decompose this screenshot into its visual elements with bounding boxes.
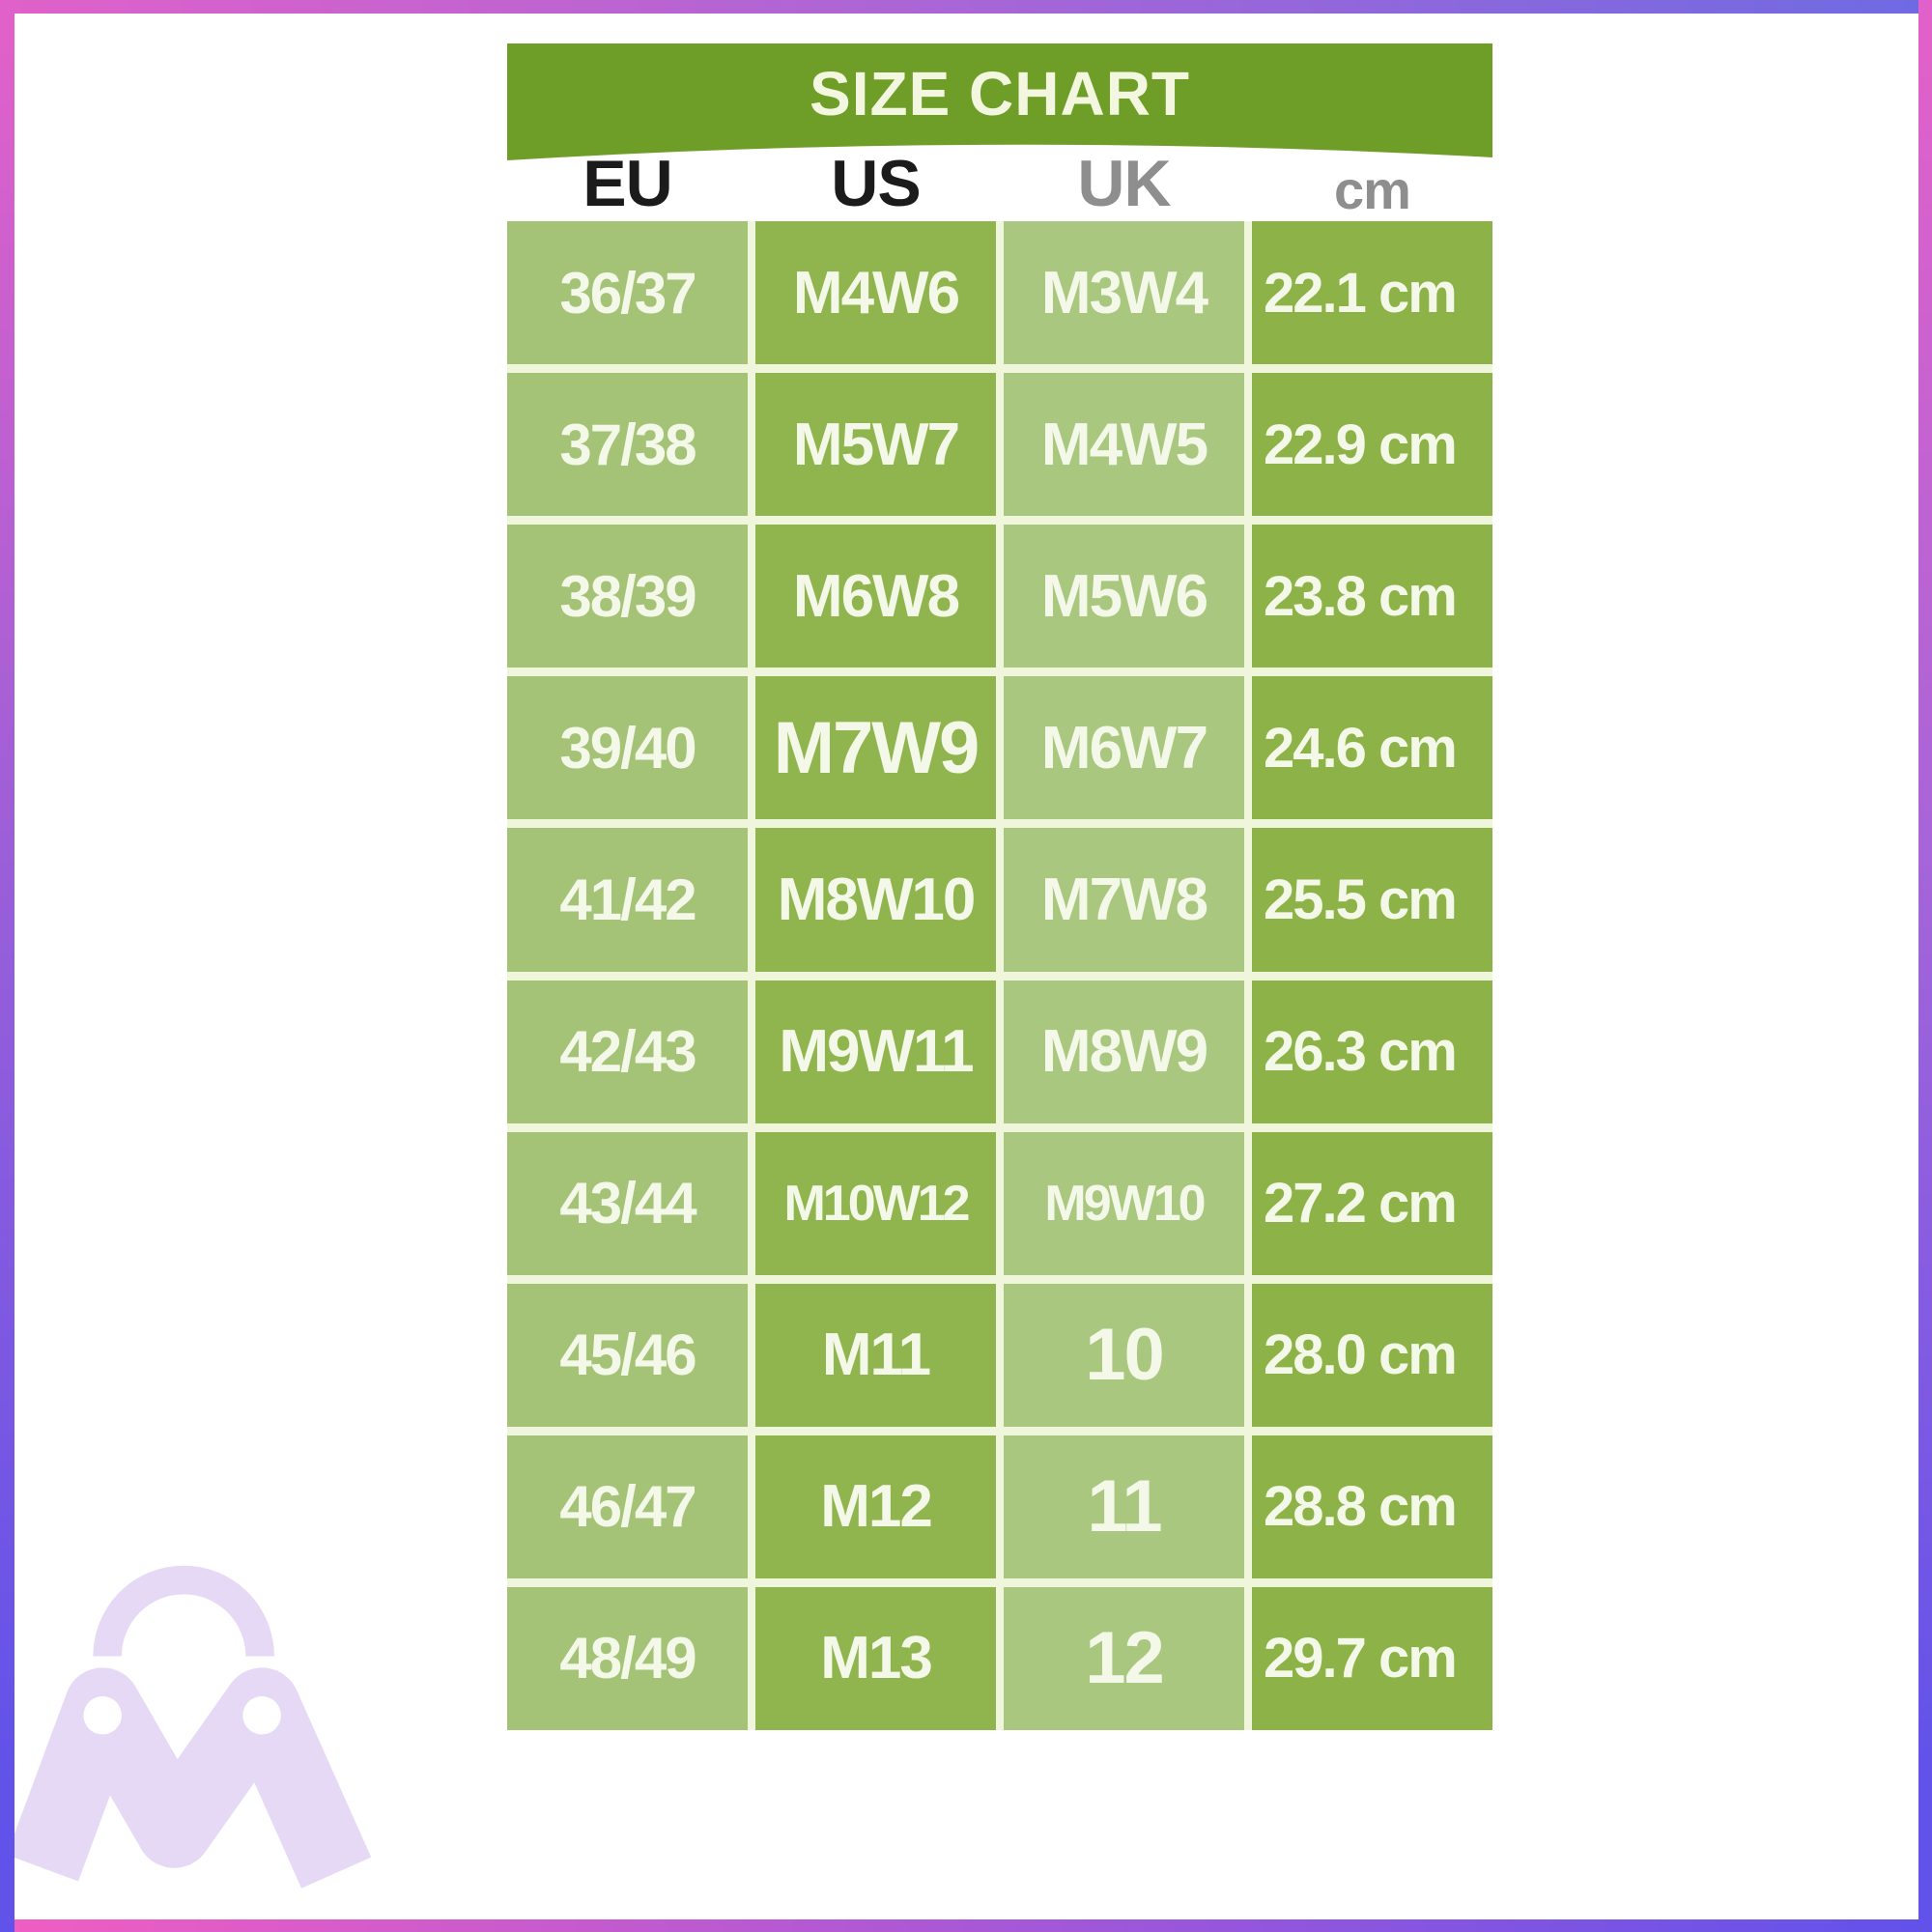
size-table: 36/37 M4W6 M3W4 22.1 cm 37/38 M5W7 M4W5 … [507, 221, 1492, 1730]
table-cell: M7W9 [755, 676, 996, 820]
frame-border-left [0, 0, 14, 1932]
column-header-us: US [831, 147, 921, 221]
table-cell: 27.2 cm [1252, 1131, 1492, 1275]
frame-border-bottom [0, 1919, 1932, 1932]
shopping-bag-logo-icon [6, 1565, 372, 1889]
column-header-uk: UK [1077, 147, 1171, 221]
column-header-cm: cm [1334, 158, 1411, 220]
table-cell: M6W8 [755, 525, 996, 668]
table-cell: 39/40 [507, 676, 748, 820]
table-cell: M8W10 [755, 828, 996, 972]
table-cell: M4W6 [755, 221, 996, 365]
table-cell: M10W12 [755, 1131, 996, 1275]
table-cell: 26.3 cm [1252, 980, 1492, 1123]
table-cell: M9W10 [1004, 1131, 1244, 1275]
table-cell: 10 [1004, 1283, 1244, 1427]
table-cell: 37/38 [507, 373, 748, 517]
table-cell: M9W11 [755, 980, 996, 1123]
size-chart-banner: SIZE CHART [507, 43, 1492, 161]
column-header-eu: EU [582, 147, 672, 221]
table-cell: 28.0 cm [1252, 1283, 1492, 1427]
column-headers: EU US UK cm [507, 144, 1492, 221]
table-cell: M11 [755, 1283, 996, 1427]
frame-border-top [0, 0, 1932, 14]
table-cell: 42/43 [507, 980, 748, 1123]
table-cell: 29.7 cm [1252, 1586, 1492, 1730]
table-cell: M6W7 [1004, 676, 1244, 820]
table-cell: 25.5 cm [1252, 828, 1492, 972]
table-cell: 11 [1004, 1435, 1244, 1578]
table-cell: M3W4 [1004, 221, 1244, 365]
table-cell: 41/42 [507, 828, 748, 972]
table-cell: 24.6 cm [1252, 676, 1492, 820]
table-cell: 22.1 cm [1252, 221, 1492, 365]
size-chart-title: SIZE CHART [810, 59, 1190, 128]
table-cell: 48/49 [507, 1586, 748, 1730]
frame-border-right [1918, 0, 1932, 1932]
table-cell: 28.8 cm [1252, 1435, 1492, 1578]
table-cell: M5W6 [1004, 525, 1244, 668]
table-cell: 23.8 cm [1252, 525, 1492, 668]
table-cell: M5W7 [755, 373, 996, 517]
table-cell: 22.9 cm [1252, 373, 1492, 517]
table-cell: 45/46 [507, 1283, 748, 1427]
size-chart-table-area: SIZE CHART EU US UK cm 36/37 M4W6 M3W4 2… [507, 43, 1492, 1730]
table-cell: M12 [755, 1435, 996, 1578]
table-cell: M4W5 [1004, 373, 1244, 517]
table-cell: 12 [1004, 1586, 1244, 1730]
table-cell: M7W8 [1004, 828, 1244, 972]
table-cell: 43/44 [507, 1131, 748, 1275]
table-cell: 38/39 [507, 525, 748, 668]
table-cell: M13 [755, 1586, 996, 1730]
table-cell: 36/37 [507, 221, 748, 365]
table-cell: 46/47 [507, 1435, 748, 1578]
banner-shape [507, 43, 1492, 160]
table-cell: M8W9 [1004, 980, 1244, 1123]
